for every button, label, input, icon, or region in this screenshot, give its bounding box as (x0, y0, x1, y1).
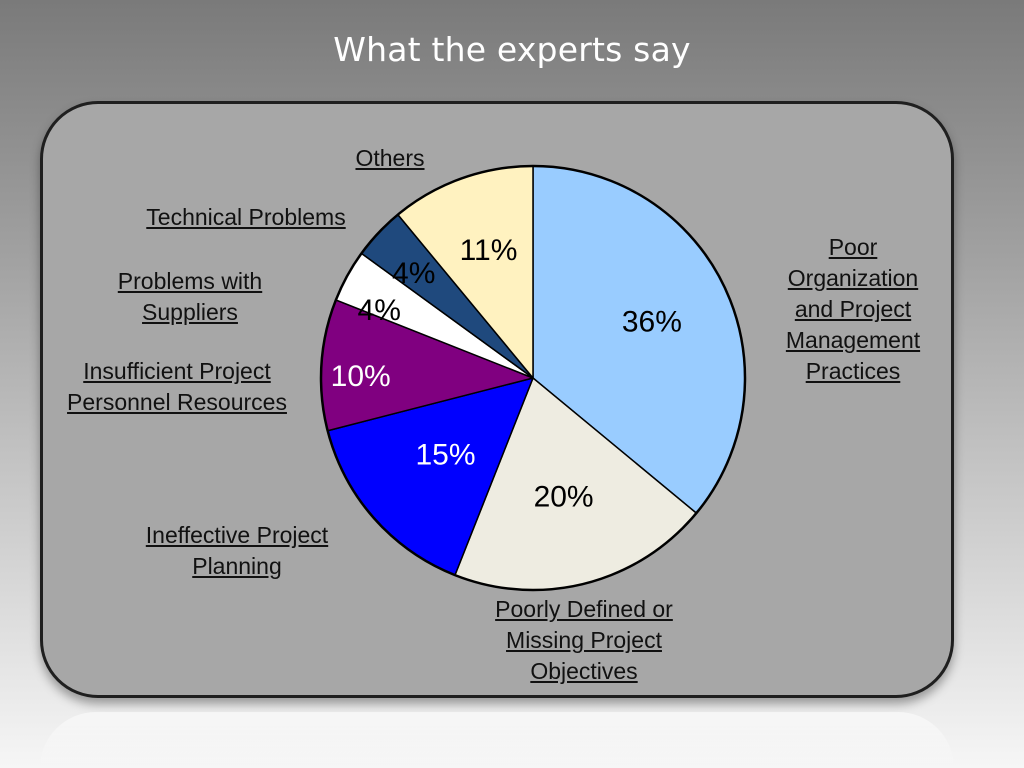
category-label-others: Others (355, 145, 425, 171)
category-label-poorly-defined-objectives: Poorly Defined or Missing Project Object… (495, 596, 673, 684)
slice-value-label-5: 4% (392, 257, 435, 290)
pie-outline (319, 164, 747, 592)
category-label-technical-problems: Technical Problems (146, 204, 346, 230)
slice-value-label-4: 4% (358, 294, 401, 327)
slice-value-label-2: 15% (415, 439, 475, 472)
slice-value-label-0: 36% (622, 306, 682, 339)
category-label-poor-organization: Poor Organization and Project Management… (785, 234, 921, 384)
slice-value-label-6: 11% (460, 234, 518, 267)
slide-title: What the experts say (333, 30, 691, 69)
category-label-insufficient-resources: Insufficient Project Personnel Resources (67, 358, 287, 415)
panel-reflection (40, 712, 954, 768)
slice-value-label-3: 10% (331, 360, 391, 393)
category-label-ineffective-planning: Ineffective Project Planning (145, 522, 329, 579)
category-label-suppliers: Problems with Suppliers (117, 268, 263, 325)
slice-value-label-1: 20% (534, 481, 594, 514)
